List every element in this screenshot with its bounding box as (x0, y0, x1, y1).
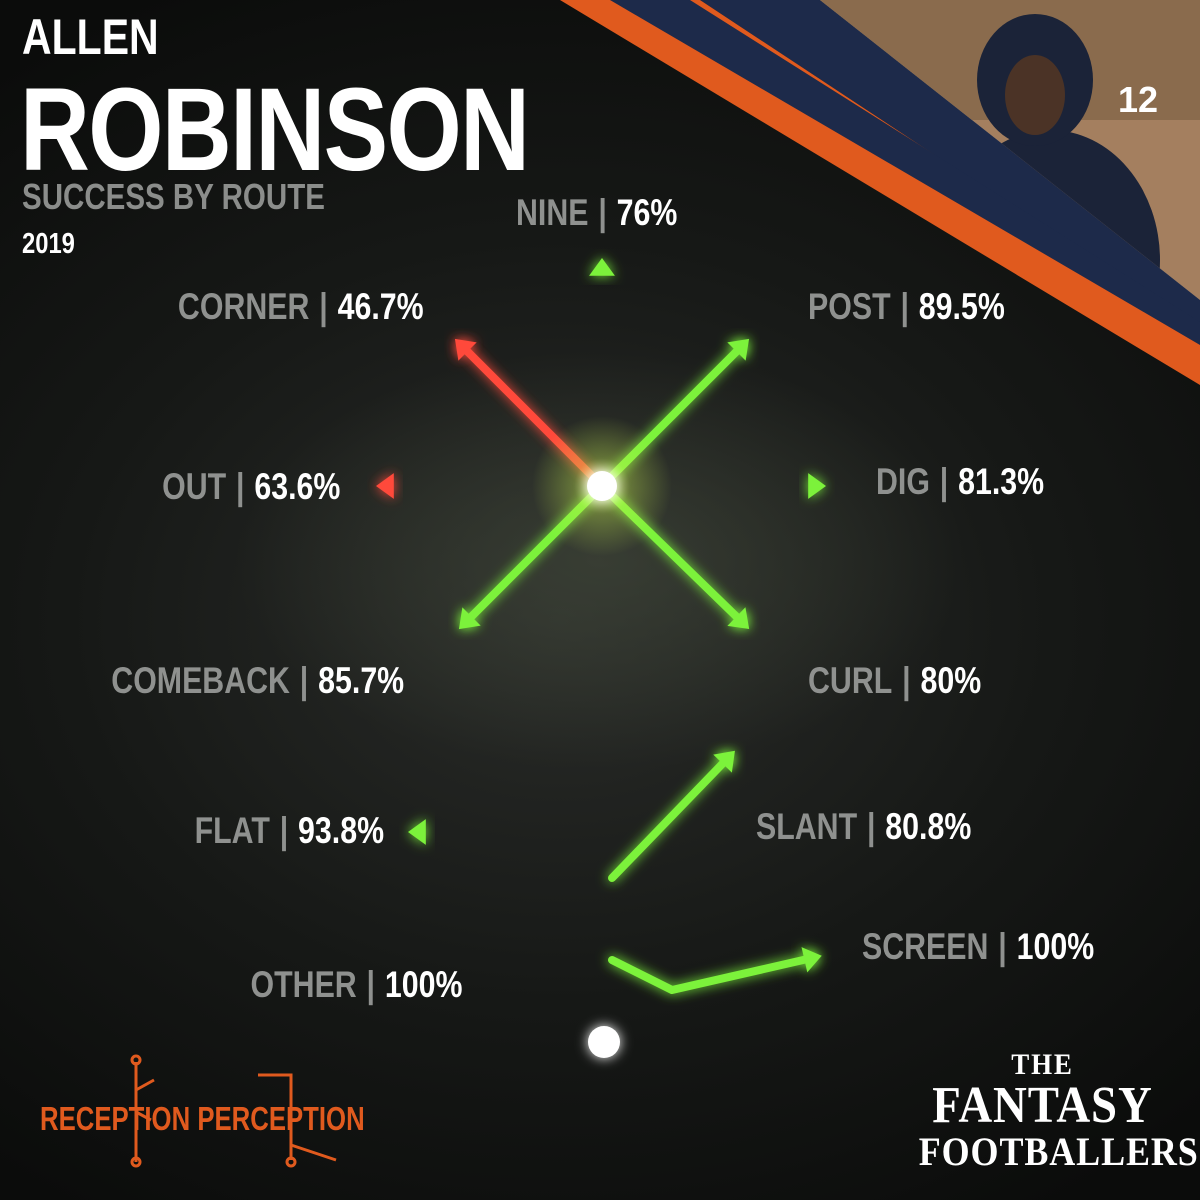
route-name: OUT (161, 466, 226, 507)
route-name: FLAT (194, 810, 270, 851)
separator-bar: | (902, 660, 911, 701)
route-flat-arrowhead (408, 819, 426, 845)
route-name: CURL (808, 660, 893, 701)
route-origin-dot (588, 1026, 620, 1058)
route-name: NINE (516, 192, 589, 233)
logo-line-the: THE (1011, 1048, 1074, 1081)
separator-bar: | (366, 964, 375, 1005)
route-screen-line (608, 954, 816, 994)
route-label-other: OTHER | 100% (250, 964, 462, 1006)
route-success-value: 80.8% (885, 806, 972, 847)
route-screen (608, 947, 822, 994)
separator-bar: | (998, 926, 1007, 967)
route-label-corner: CORNER | 46.7% (178, 286, 424, 328)
route-name: DIG (876, 461, 930, 502)
route-success-value: 46.7% (337, 286, 424, 327)
logo-line-footballers: FOOTBALLERS (918, 1129, 1199, 1174)
route-flat (408, 819, 602, 845)
jersey-number: 12 (1118, 79, 1158, 120)
route-success-value: 100% (1016, 926, 1095, 967)
player-last-name: ROBINSON (20, 64, 530, 196)
player-first-name: ALLEN (22, 9, 159, 65)
route-success-value: 93.8% (297, 810, 384, 851)
route-screen-arrowhead (801, 947, 822, 973)
route-dig-arrowhead (808, 473, 826, 499)
separator-bar: | (319, 286, 329, 327)
route-comeback-arrowhead (458, 607, 481, 630)
separator-bar: | (939, 461, 949, 502)
route-slant-line (608, 754, 732, 882)
route-out-arrowhead (376, 473, 394, 499)
route-success-value: 100% (384, 964, 462, 1005)
route-label-flat: FLAT | 93.8% (195, 810, 384, 852)
route-success-value: 85.7% (317, 660, 404, 701)
route-success-value: 80% (920, 660, 982, 701)
fantasy-footballers-logo: THE FANTASY FOOTBALLERS (905, 1048, 1199, 1174)
route-corner-arrowhead (454, 338, 477, 361)
route-success-value: 89.5% (918, 286, 1005, 327)
route-label-curl: CURL | 80% (808, 660, 981, 702)
break-point-dot (587, 471, 617, 501)
route-name: CORNER (178, 286, 310, 327)
route-label-dig: DIG | 81.3% (876, 461, 1044, 503)
route-label-comeback: COMEBACK | 85.7% (111, 660, 404, 702)
route-label-slant: SLANT | 80.8% (756, 806, 971, 848)
logo-line-fantasy: FANTASY (932, 1077, 1153, 1134)
route-label-nine: NINE | 76% (516, 192, 677, 234)
route-name: POST (808, 286, 891, 327)
route-name: OTHER (250, 964, 357, 1005)
route-success-value: 63.6% (253, 466, 340, 507)
reception-perception-logo-text: RECEPTION PERCEPTION (40, 1100, 365, 1137)
chart-subtitle: SUCCESS BY ROUTE (22, 176, 325, 217)
reception-perception-logo-icon (130, 1054, 337, 1168)
route-label-screen: SCREEN | 100% (862, 926, 1094, 968)
route-post-arrowhead (727, 338, 750, 361)
route-name: COMEBACK (111, 660, 290, 701)
route-success-value: 81.3% (958, 461, 1045, 502)
route-success-value: 76% (616, 192, 678, 233)
separator-bar: | (299, 660, 309, 701)
route-nine-arrowhead (589, 258, 615, 276)
route-name: SCREEN (862, 926, 989, 967)
separator-bar: | (866, 806, 876, 847)
route-slant-arrowhead (713, 750, 735, 773)
separator-bar: | (235, 466, 245, 507)
season-year: 2019 (22, 228, 75, 260)
separator-bar: | (900, 286, 909, 327)
separator-bar: | (279, 810, 289, 851)
route-name: SLANT (756, 806, 858, 847)
route-slant (608, 750, 735, 882)
route-label-out: OUT | 63.6% (162, 466, 340, 508)
route-label-post: POST | 89.5% (808, 286, 1005, 328)
route-curl-arrowhead (727, 607, 750, 629)
separator-bar: | (598, 192, 607, 233)
